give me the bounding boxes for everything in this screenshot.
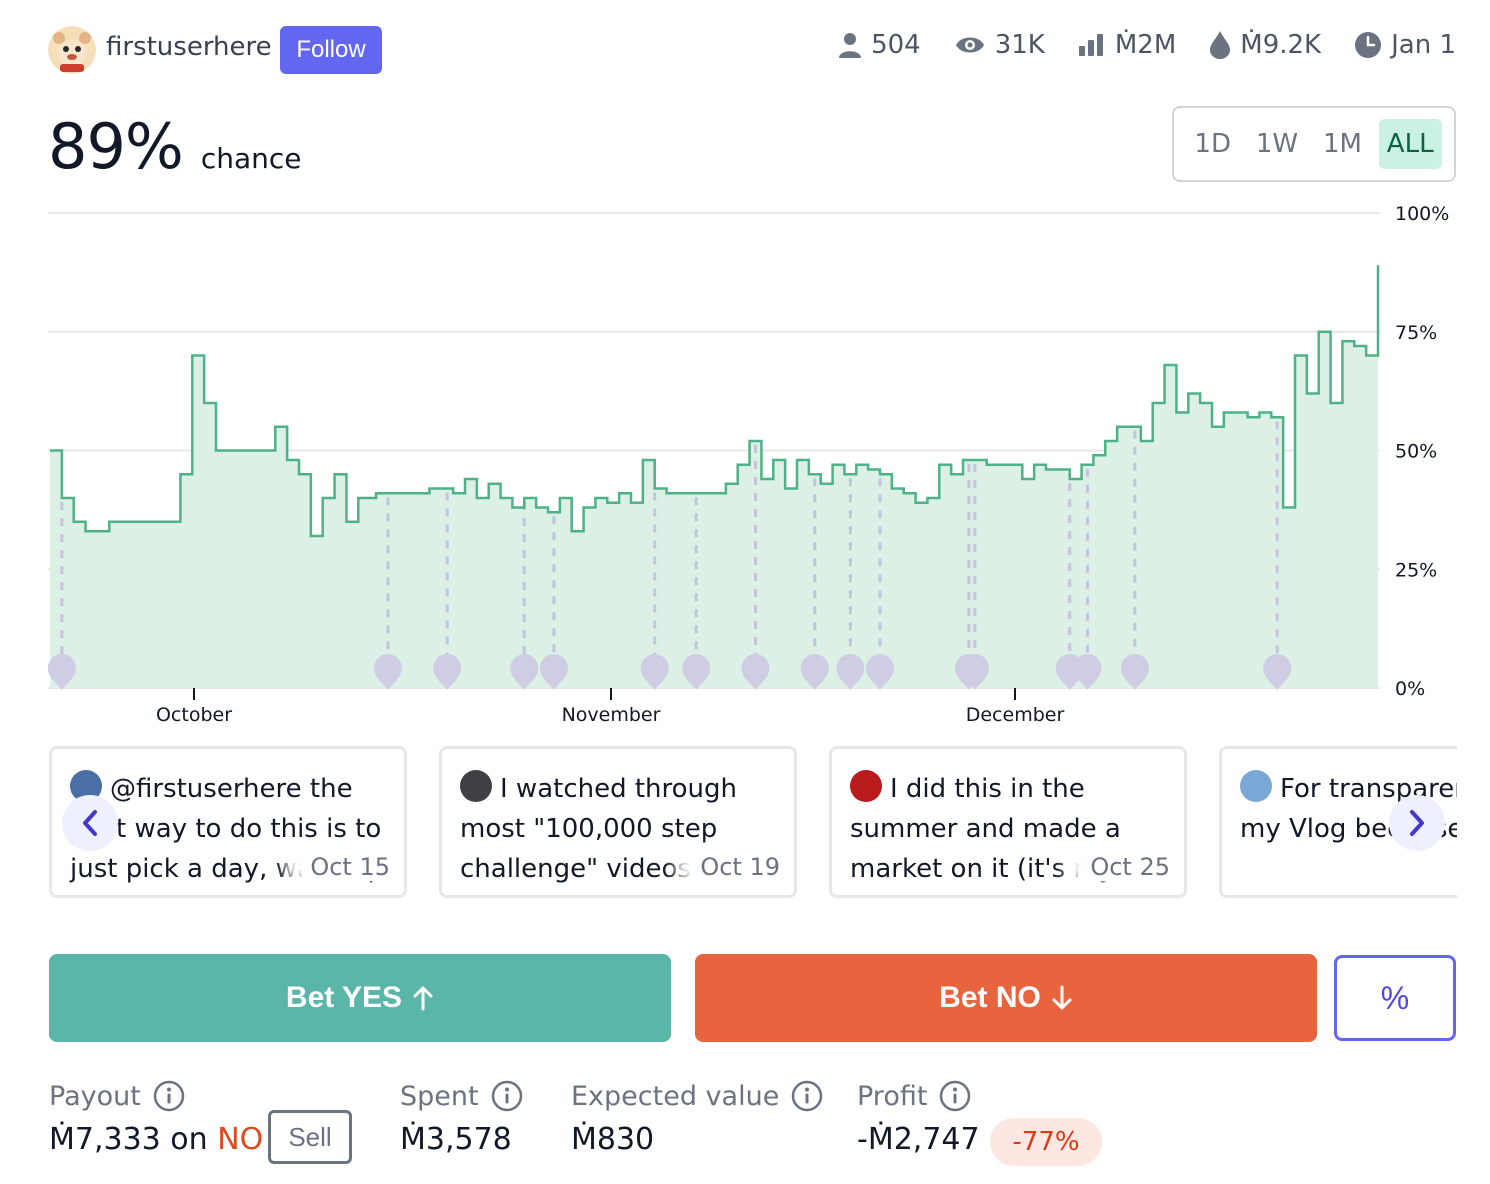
y-tick-label: 75%	[1395, 322, 1437, 344]
probability-chart[interactable]: 100% 75% 50% 25% 0% October November December	[0, 190, 1490, 730]
limit-order-percent-button[interactable]: %	[1334, 955, 1456, 1041]
liquidity-value: Ṁ9.2K	[1240, 30, 1322, 60]
comment-text: I watched through most "100,000 step cha…	[460, 769, 776, 889]
comments-next-button[interactable]	[1389, 795, 1445, 851]
comment-marker-pin[interactable]	[539, 654, 568, 690]
y-tick-label: 25%	[1395, 559, 1437, 581]
eye-icon	[955, 37, 984, 53]
chart-line	[50, 265, 1380, 538]
follow-button[interactable]: Follow	[280, 26, 382, 74]
profit-value: -Ṁ2,747	[857, 1122, 980, 1157]
comment-marker-pin[interactable]	[1120, 654, 1149, 690]
comment-marker-pin[interactable]	[836, 654, 865, 690]
bet-no-label: Bet NO	[939, 981, 1041, 1014]
traders-stat[interactable]: 504	[839, 30, 921, 60]
comment-marker-pin[interactable]	[1073, 654, 1102, 690]
comment-marker-pin[interactable]	[47, 653, 76, 690]
close-date-stat: Jan 1	[1355, 30, 1456, 60]
comment-marker-pin[interactable]	[433, 653, 462, 690]
comment-marker-pin[interactable]	[510, 654, 539, 690]
probability-display: 89% chance	[48, 110, 301, 183]
volume-value: Ṁ2M	[1114, 30, 1177, 60]
spent-value: Ṁ3,578	[400, 1122, 512, 1157]
info-icon[interactable]	[939, 1080, 971, 1112]
probability-value: 89%	[48, 110, 184, 183]
comment-marker-pin[interactable]	[960, 654, 989, 690]
profit-label: Profit	[857, 1080, 971, 1112]
comment-marker-pin[interactable]	[373, 654, 402, 690]
payout-label: Payout	[49, 1080, 185, 1112]
bet-yes-label: Bet YES	[285, 981, 403, 1014]
arrow-up-icon	[413, 986, 433, 1011]
bet-yes-button[interactable]: Bet YES	[49, 954, 671, 1042]
creator-avatar[interactable]	[48, 26, 96, 74]
chevron-right-icon	[1410, 810, 1424, 836]
comment-marker-pin[interactable]	[741, 654, 770, 690]
close-date: Jan 1	[1391, 30, 1456, 60]
y-tick-label: 100%	[1395, 203, 1449, 225]
info-icon[interactable]	[791, 1080, 823, 1112]
comment-marker-pin[interactable]	[866, 654, 894, 690]
traders-count: 504	[871, 30, 921, 60]
arrow-down-icon	[1052, 985, 1072, 1010]
user-icon	[839, 33, 862, 58]
volume-stat: Ṁ2M	[1078, 30, 1177, 60]
y-tick-label: 0%	[1395, 678, 1425, 700]
x-tick-label: October	[156, 704, 232, 726]
comment-marker-pin[interactable]	[1263, 654, 1292, 690]
commenter-avatar	[1240, 770, 1272, 802]
comment-marker-pin[interactable]	[682, 654, 711, 690]
bet-no-button[interactable]: Bet NO	[695, 954, 1317, 1042]
y-tick-label: 50%	[1395, 441, 1437, 463]
comment-marker-pin[interactable]	[800, 654, 829, 690]
sell-button[interactable]: Sell	[268, 1110, 352, 1164]
bar-chart-icon	[1078, 34, 1103, 56]
comment-date: Oct 15	[302, 853, 390, 881]
comments-prev-button[interactable]	[62, 795, 118, 851]
commenter-avatar	[850, 770, 882, 802]
clock-icon	[1355, 32, 1382, 58]
info-icon[interactable]	[153, 1080, 185, 1112]
x-tick-label: November	[562, 704, 661, 726]
hamster-avatar-icon	[48, 26, 96, 74]
liquidity-stat[interactable]: Ṁ9.2K	[1210, 30, 1321, 60]
comment-text: I did this in the summer and made a mark…	[850, 769, 1166, 889]
comment-date: Oct 25	[1082, 853, 1170, 881]
views-count: 31K	[994, 30, 1045, 60]
range-1w[interactable]: 1W	[1255, 129, 1299, 159]
expected-value: Ṁ830	[571, 1122, 655, 1157]
chart-area-fill	[50, 265, 1378, 688]
comment-card[interactable]: I did this in the summer and made a mark…	[829, 746, 1187, 898]
range-all[interactable]: ALL	[1378, 119, 1442, 169]
comment-card[interactable]: I watched through most "100,000 step cha…	[439, 746, 797, 898]
profit-percent-badge: -77%	[990, 1118, 1102, 1166]
market-stats: 504 31K Ṁ2M Ṁ9.2K Jan 1	[839, 30, 1456, 60]
expected-value-label: Expected value	[571, 1080, 823, 1112]
range-1d[interactable]: 1D	[1194, 129, 1231, 159]
time-range-selector: 1D 1W 1M ALL	[1172, 106, 1456, 182]
payout-outcome: NO	[217, 1122, 264, 1157]
info-icon[interactable]	[491, 1080, 523, 1112]
spent-label: Spent	[400, 1080, 523, 1112]
comment-marker-pin[interactable]	[640, 654, 669, 690]
views-stat: 31K	[955, 30, 1045, 60]
droplet-icon	[1210, 31, 1231, 59]
probability-label: chance	[200, 142, 302, 175]
payout-value: Ṁ7,333 on NO	[49, 1122, 264, 1157]
range-1m[interactable]: 1M	[1322, 129, 1362, 159]
x-tick-label: December	[966, 704, 1065, 726]
commenter-avatar	[460, 770, 492, 802]
creator-username[interactable]: firstuserhere	[106, 32, 272, 62]
chevron-left-icon	[83, 810, 97, 836]
comment-date: Oct 19	[692, 853, 780, 881]
